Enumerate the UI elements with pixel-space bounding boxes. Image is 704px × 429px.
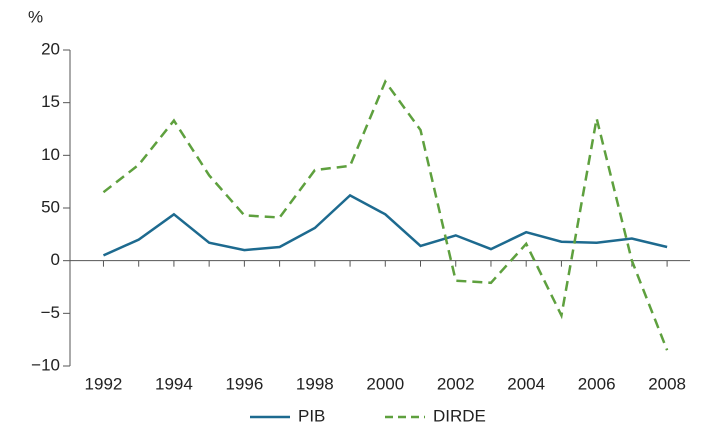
y-axis-label: % — [28, 7, 43, 26]
y-tick-label: 0 — [51, 250, 60, 269]
x-tick-label: 1992 — [85, 374, 123, 393]
line-series — [102, 79, 669, 351]
y-tick-label: 50 — [41, 197, 60, 216]
x-tick-label: 2006 — [578, 374, 616, 393]
legend-label: DIRDE — [433, 406, 486, 425]
x-tick-label: 1994 — [155, 374, 193, 393]
x-tick-label: 2002 — [437, 374, 475, 393]
y-tick-label: 10 — [41, 145, 60, 164]
x-tick-label: 2000 — [366, 374, 404, 393]
x-tick-label: 2004 — [507, 374, 545, 393]
line-series — [102, 193, 668, 257]
y-tick-label: −5 — [41, 303, 60, 322]
legend-label: PIB — [298, 406, 325, 425]
x-tick-label: 2008 — [648, 374, 686, 393]
x-tick-label: 1996 — [225, 374, 263, 393]
y-tick-label: 15 — [41, 92, 60, 111]
x-tick-label: 1998 — [296, 374, 334, 393]
y-tick-label: −10 — [31, 355, 60, 374]
y-tick-label: 20 — [41, 39, 60, 58]
